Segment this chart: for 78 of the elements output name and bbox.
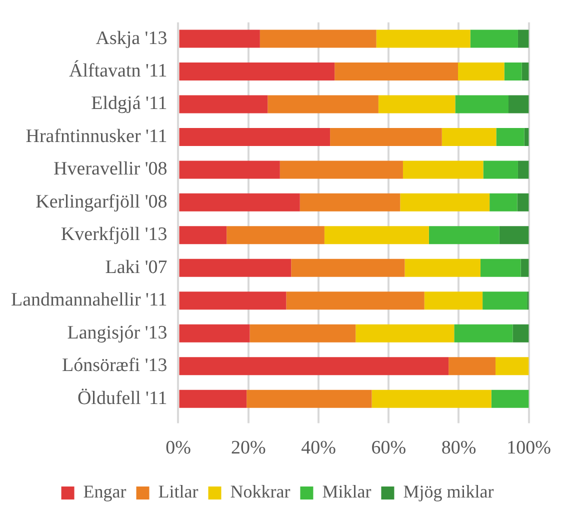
bar xyxy=(179,30,260,48)
bar xyxy=(428,226,500,244)
bar xyxy=(376,30,470,48)
bar xyxy=(179,324,250,342)
bar xyxy=(179,193,300,212)
bar xyxy=(402,160,484,179)
bar xyxy=(179,390,247,408)
y-tick-label: Askja '13 xyxy=(96,28,168,49)
bar xyxy=(179,258,292,277)
legend-label: Miklar xyxy=(322,482,372,502)
bar xyxy=(356,324,454,342)
bar xyxy=(280,160,403,179)
bar xyxy=(179,62,335,80)
bar xyxy=(286,292,424,310)
bar xyxy=(448,357,496,376)
bar xyxy=(522,62,529,80)
bar xyxy=(520,258,529,277)
bar xyxy=(179,95,268,114)
x-tick-label: 100% xyxy=(506,438,552,459)
x-tick-label: 0% xyxy=(166,438,192,459)
bar xyxy=(518,160,529,179)
bar xyxy=(179,160,280,179)
x-tick-label: 80% xyxy=(441,438,476,459)
y-tick-label: Kerlingarfjöll '08 xyxy=(36,191,168,212)
y-tick-label: Kverkfjöll '13 xyxy=(60,224,168,246)
y-tick-label: Lónsöræfi '13 xyxy=(62,355,168,376)
bar xyxy=(400,193,490,212)
y-tick-label: Álftavatn '11 xyxy=(69,59,168,82)
bar xyxy=(442,128,496,146)
bar xyxy=(424,292,483,310)
bar xyxy=(324,226,429,244)
legend-label: Nokkrar xyxy=(230,482,290,502)
bar xyxy=(499,226,529,244)
y-tick-label: Laki '07 xyxy=(105,256,168,278)
bar xyxy=(334,62,458,80)
bar xyxy=(470,30,518,48)
bar xyxy=(458,62,504,80)
bar xyxy=(518,30,529,48)
bar xyxy=(504,62,522,80)
bar xyxy=(179,357,449,376)
bar xyxy=(378,95,456,114)
bar xyxy=(179,128,330,146)
x-tick-label: 40% xyxy=(301,438,336,459)
y-tick-label: Hrafntinnusker '11 xyxy=(26,126,168,147)
bar xyxy=(508,95,529,114)
bar xyxy=(268,95,378,114)
bar xyxy=(455,95,509,114)
bar xyxy=(260,30,376,48)
bar xyxy=(330,128,442,146)
legend-label: Litlar xyxy=(158,482,198,502)
x-tick-label: 60% xyxy=(371,438,406,459)
bar xyxy=(291,258,405,277)
bar xyxy=(226,226,324,244)
bar xyxy=(300,193,400,212)
y-tick-label: Langisjór '13 xyxy=(67,322,168,344)
bar xyxy=(512,324,529,342)
bar xyxy=(179,226,227,244)
bar xyxy=(496,128,524,146)
y-tick-label: Hveravellir '08 xyxy=(54,158,168,180)
bar xyxy=(480,258,521,277)
bar xyxy=(246,390,372,408)
y-tick-label: Öldufell '11 xyxy=(77,388,168,409)
bar xyxy=(179,292,286,310)
bar xyxy=(491,390,529,408)
y-tick-label: Eldgjá '11 xyxy=(91,93,168,114)
y-tick-label: Landmannahellir '11 xyxy=(11,290,168,311)
legend-label: Engar xyxy=(83,482,126,502)
legend-label: Mjög miklar xyxy=(403,482,494,502)
bar xyxy=(404,258,480,277)
bar xyxy=(482,292,528,310)
bar xyxy=(483,160,518,179)
bar xyxy=(372,390,492,408)
bar xyxy=(454,324,513,342)
bar xyxy=(250,324,356,342)
bar xyxy=(517,193,529,212)
bar xyxy=(490,193,518,212)
x-tick-label: 20% xyxy=(230,438,266,459)
bar xyxy=(496,357,529,376)
